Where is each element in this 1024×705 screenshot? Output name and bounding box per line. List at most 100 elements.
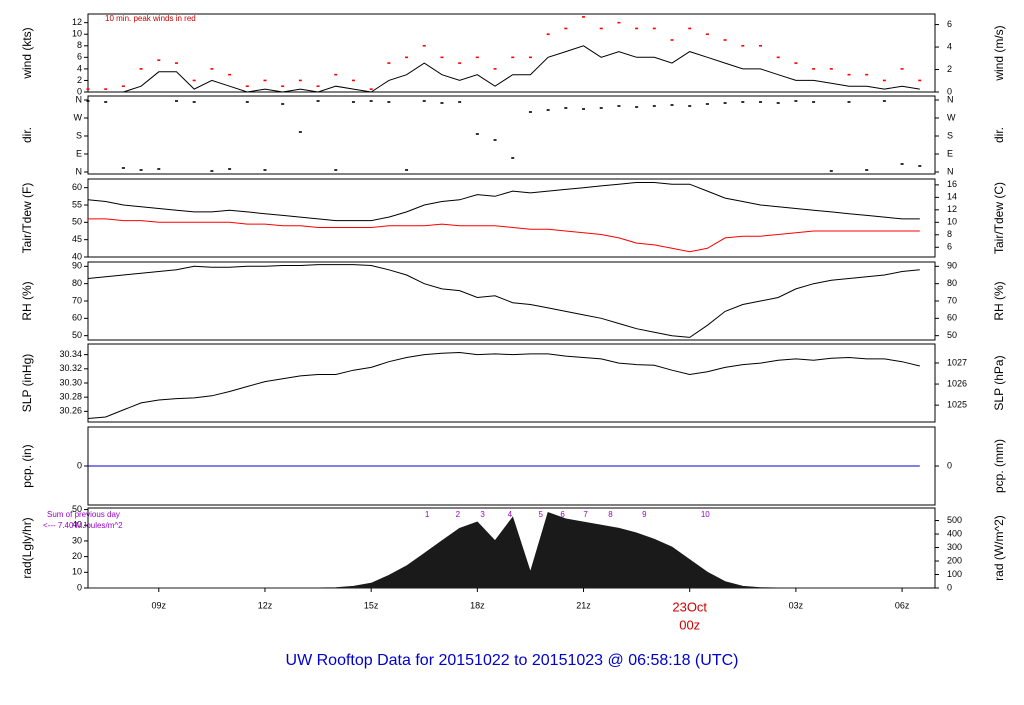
y-tick-label: 30.30 — [59, 377, 82, 387]
data-point — [918, 165, 922, 167]
data-point — [705, 103, 709, 105]
y-tick-label: 30.28 — [59, 392, 82, 402]
panel-frame — [87, 13, 936, 93]
y2-tick-label: 50 — [947, 330, 957, 340]
panel-frame — [87, 343, 936, 423]
data-area — [88, 512, 920, 589]
data-point — [847, 101, 851, 103]
data-point — [475, 133, 479, 135]
data-point — [351, 79, 355, 82]
y-tick-label: 12 — [72, 17, 82, 27]
y2-tick-label: 12 — [947, 204, 957, 214]
data-point — [139, 68, 143, 70]
y2-tick-label: 70 — [947, 295, 957, 305]
x-tick-label: 06z — [895, 600, 910, 610]
annotation: <--- 7.40 MJoules/m^2 — [43, 521, 123, 530]
y2-axis-label: RH (%) — [992, 281, 1006, 320]
y-tick-label: 10 — [72, 29, 82, 39]
data-point — [652, 27, 656, 30]
y2-axis-label: rad (W/m^2) — [992, 515, 1006, 581]
y-axis-label: Tair/Tdew (F) — [20, 183, 34, 254]
data-point — [900, 163, 904, 165]
data-point — [582, 16, 586, 18]
data-point — [652, 105, 656, 107]
y2-tick-label: N — [947, 94, 954, 104]
data-point — [174, 100, 178, 102]
y2-tick-label: 100 — [947, 569, 962, 579]
y2-tick-label: 1025 — [947, 400, 967, 410]
data-point — [387, 62, 391, 64]
data-point — [882, 100, 886, 102]
y-tick-label: 50 — [72, 504, 82, 514]
data-point — [228, 73, 232, 76]
data-point — [210, 170, 214, 172]
data-point — [387, 101, 391, 103]
data-point — [121, 85, 125, 88]
data-point — [334, 169, 338, 171]
data-point — [723, 102, 727, 104]
y2-axis-label: SLP (hPa) — [992, 355, 1006, 410]
panel-frame — [87, 261, 936, 341]
y-tick-label: 60 — [72, 313, 82, 323]
data-point — [794, 62, 798, 64]
y-tick-label: E — [76, 148, 82, 158]
y-tick-label: 30.26 — [59, 406, 82, 416]
data-line — [87, 182, 920, 222]
data-point — [157, 168, 161, 170]
y2-tick-label: 4 — [947, 41, 952, 51]
x-tick-label: 18z — [470, 600, 485, 610]
x-tick-label: 15z — [364, 600, 379, 610]
data-point — [705, 33, 709, 36]
marker-label: 3 — [480, 510, 485, 519]
data-point — [263, 169, 267, 171]
y2-axis-label: pcp. (mm) — [992, 439, 1006, 493]
y-axis-label: rad(Lgly/hr) — [20, 517, 34, 578]
data-point — [617, 105, 621, 107]
data-point — [245, 101, 249, 103]
data-point — [493, 68, 497, 70]
date-label: 23Oct — [672, 599, 707, 614]
data-point — [334, 73, 338, 76]
data-point — [900, 68, 904, 70]
data-point — [281, 85, 285, 88]
y-axis-label: wind (kts) — [20, 27, 34, 79]
data-point — [104, 88, 108, 90]
data-point — [776, 56, 780, 59]
y-tick-label: 90 — [72, 261, 82, 271]
x-tick-label: 00z — [679, 617, 700, 632]
marker-label: 6 — [560, 510, 565, 519]
y-tick-label: 50 — [72, 330, 82, 340]
data-point — [369, 88, 373, 90]
y-tick-label: 55 — [72, 199, 82, 209]
y2-tick-label: 500 — [947, 515, 962, 525]
y2-tick-label: 60 — [947, 313, 957, 323]
y2-tick-label: 1027 — [947, 357, 967, 367]
marker-label: 7 — [583, 510, 588, 519]
data-point — [245, 85, 249, 88]
y-tick-label: N — [76, 166, 83, 176]
marker-label: 9 — [642, 510, 647, 519]
y2-tick-label: 0 — [947, 86, 952, 96]
panel-frame — [87, 95, 936, 175]
data-point — [440, 56, 444, 59]
y2-tick-label: 80 — [947, 278, 957, 288]
y-tick-label: 20 — [72, 551, 82, 561]
data-point — [582, 108, 586, 110]
y-tick-label: 4 — [77, 63, 82, 73]
y2-tick-label: 90 — [947, 261, 957, 271]
data-point — [192, 79, 196, 82]
y-tick-label: S — [76, 130, 82, 140]
data-point — [316, 100, 320, 102]
marker-label: 4 — [508, 510, 513, 519]
y2-tick-label: 400 — [947, 528, 962, 538]
y-tick-label: 6 — [77, 52, 82, 62]
data-point — [298, 131, 302, 133]
y-tick-label: 30.32 — [59, 363, 82, 373]
data-point — [847, 73, 851, 76]
data-point — [351, 101, 355, 103]
y-tick-label: 70 — [72, 295, 82, 305]
y-tick-label: 30 — [72, 535, 82, 545]
data-point — [759, 101, 763, 103]
data-point — [741, 101, 745, 103]
y2-tick-label: N — [947, 166, 954, 176]
